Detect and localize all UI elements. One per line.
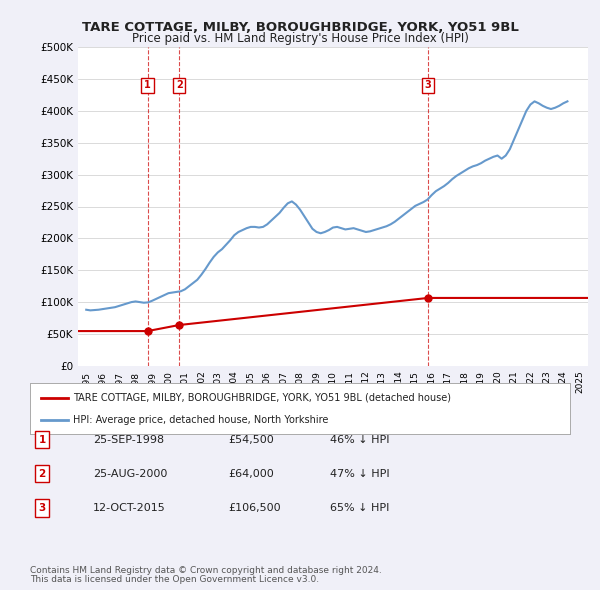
Text: 25-SEP-1998: 25-SEP-1998 [93, 435, 164, 444]
Text: 1: 1 [144, 80, 151, 90]
Text: HPI: Average price, detached house, North Yorkshire: HPI: Average price, detached house, Nort… [73, 415, 329, 425]
Text: 46% ↓ HPI: 46% ↓ HPI [330, 435, 389, 444]
Text: 3: 3 [425, 80, 431, 90]
Text: Price paid vs. HM Land Registry's House Price Index (HPI): Price paid vs. HM Land Registry's House … [131, 32, 469, 45]
Text: 3: 3 [38, 503, 46, 513]
Text: TARE COTTAGE, MILBY, BOROUGHBRIDGE, YORK, YO51 9BL: TARE COTTAGE, MILBY, BOROUGHBRIDGE, YORK… [82, 21, 518, 34]
Text: 25-AUG-2000: 25-AUG-2000 [93, 469, 167, 478]
Text: 47% ↓ HPI: 47% ↓ HPI [330, 469, 389, 478]
Text: This data is licensed under the Open Government Licence v3.0.: This data is licensed under the Open Gov… [30, 575, 319, 584]
Text: £64,000: £64,000 [228, 469, 274, 478]
Text: 2: 2 [38, 469, 46, 478]
Text: Contains HM Land Registry data © Crown copyright and database right 2024.: Contains HM Land Registry data © Crown c… [30, 566, 382, 575]
Text: £106,500: £106,500 [228, 503, 281, 513]
Text: 12-OCT-2015: 12-OCT-2015 [93, 503, 166, 513]
Text: 1: 1 [38, 435, 46, 444]
Text: £54,500: £54,500 [228, 435, 274, 444]
Text: 65% ↓ HPI: 65% ↓ HPI [330, 503, 389, 513]
Text: TARE COTTAGE, MILBY, BOROUGHBRIDGE, YORK, YO51 9BL (detached house): TARE COTTAGE, MILBY, BOROUGHBRIDGE, YORK… [73, 392, 451, 402]
Text: 2: 2 [176, 80, 182, 90]
